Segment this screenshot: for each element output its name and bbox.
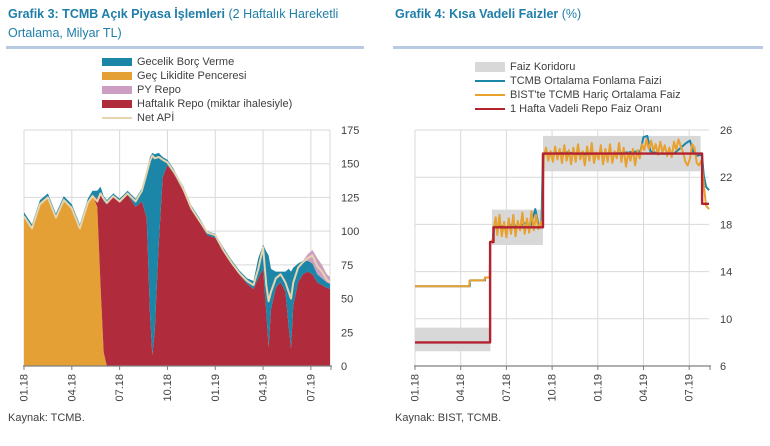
legend-item-py-repo: PY Repo xyxy=(102,84,292,96)
right-source-note: Kaynak: BIST, TCMB. xyxy=(395,412,502,424)
left-stacked-area-chart: 01.18 04.18 07.18 10.18 01.19 04.19 07.19 0 25 50… xyxy=(19,125,360,402)
left-title-divider xyxy=(6,46,364,49)
legend-item-faiz-koridoru: Faiz Koridoru xyxy=(475,61,681,73)
legend-label: PY Repo xyxy=(137,84,181,96)
svg-text:22: 22 xyxy=(720,172,732,184)
svg-text:175: 175 xyxy=(341,125,359,137)
legend-item-haftalik-repo: Haftalık Repo (miktar ihalesiyle) xyxy=(102,98,292,110)
legend-label: BIST'te TCMB Hariç Ortalama Faiz xyxy=(510,89,681,101)
right-title-divider xyxy=(393,46,763,49)
right-title-bold: Grafik 4: Kısa Vadeli Faizler xyxy=(395,7,559,21)
svg-text:01.18: 01.18 xyxy=(410,374,422,402)
legend-swatch-pink xyxy=(102,86,132,94)
svg-text:0: 0 xyxy=(341,361,347,373)
svg-text:150: 150 xyxy=(341,159,359,171)
svg-text:6: 6 xyxy=(720,361,726,373)
svg-text:75: 75 xyxy=(341,260,353,272)
svg-text:07.18: 07.18 xyxy=(501,374,513,402)
left-title-bold: Grafik 3: TCMB Açık Piyasa İşlemleri xyxy=(8,7,225,21)
svg-text:04.18: 04.18 xyxy=(455,374,467,402)
right-line-chart: 01.18 04.18 07.18 10.18 01.19 04.19 07.19 6 10 14… xyxy=(410,125,733,402)
left-chart-title: Grafik 3: TCMB Açık Piyasa İşlemleri (2 … xyxy=(8,5,376,44)
svg-text:01.19: 01.19 xyxy=(210,374,222,402)
legend-swatch-teal-line xyxy=(475,79,505,83)
svg-text:50: 50 xyxy=(341,294,353,306)
legend-label: Gecelik Borç Verme xyxy=(137,56,235,68)
svg-text:04.18: 04.18 xyxy=(66,374,78,402)
right-chart-panel: Grafik 4: Kısa Vadeli Faizler (%) Faiz K… xyxy=(393,0,767,446)
svg-text:100: 100 xyxy=(341,226,359,238)
svg-text:26: 26 xyxy=(720,125,732,137)
legend-item-net-api: Net APİ xyxy=(102,112,292,124)
legend-swatch-tan-line xyxy=(102,116,132,120)
svg-text:07.18: 07.18 xyxy=(114,374,126,402)
legend-label: TCMB Ortalama Fonlama Faizi xyxy=(510,75,662,87)
svg-text:07.19: 07.19 xyxy=(684,374,696,402)
legend-swatch-teal xyxy=(102,58,132,66)
legend-item-bist-haric: BIST'te TCMB Hariç Ortalama Faiz xyxy=(475,89,681,101)
svg-text:10.18: 10.18 xyxy=(547,374,559,402)
legend-item-1-hafta-repo: 1 Hafta Vadeli Repo Faiz Oranı xyxy=(475,103,681,115)
legend-label: Faiz Koridoru xyxy=(510,61,576,73)
legend-swatch-orange xyxy=(102,72,132,80)
legend-item-gec-likidite: Geç Likidite Penceresi xyxy=(102,70,292,82)
svg-text:07.19: 07.19 xyxy=(305,374,317,402)
svg-text:14: 14 xyxy=(720,267,732,279)
left-legend: Gecelik Borç Verme Geç Likidite Penceres… xyxy=(102,56,292,124)
legend-label: Net APİ xyxy=(137,112,175,124)
svg-text:25: 25 xyxy=(341,327,353,339)
legend-swatch-gray-band xyxy=(475,62,505,72)
legend-swatch-darkred xyxy=(102,100,132,108)
left-source-note: Kaynak: TCMB. xyxy=(8,412,85,424)
svg-text:04.19: 04.19 xyxy=(638,374,650,402)
svg-text:125: 125 xyxy=(341,192,359,204)
svg-text:18: 18 xyxy=(720,219,732,231)
legend-item-tcmb-ortalama: TCMB Ortalama Fonlama Faizi xyxy=(475,75,681,87)
left-title-subtitle-line2: Ortalama, Milyar TL) xyxy=(8,26,122,41)
right-chart-title: Grafik 4: Kısa Vadeli Faizler (%) xyxy=(395,5,763,24)
right-legend: Faiz Koridoru TCMB Ortalama Fonlama Faiz… xyxy=(475,61,681,115)
svg-text:01.18: 01.18 xyxy=(19,374,31,402)
left-title-subtitle-line1: (2 Haftalık Hareketli xyxy=(228,7,339,21)
left-chart-panel: Grafik 3: TCMB Açık Piyasa İşlemleri (2 … xyxy=(6,0,383,446)
legend-label: Haftalık Repo (miktar ihalesiyle) xyxy=(137,98,293,110)
svg-text:04.19: 04.19 xyxy=(258,374,270,402)
svg-text:01.19: 01.19 xyxy=(592,374,604,402)
legend-item-gecelik-borc-verme: Gecelik Borç Verme xyxy=(102,56,292,68)
right-title-subtitle: (%) xyxy=(561,7,582,21)
legend-label: Geç Likidite Penceresi xyxy=(137,70,247,82)
legend-swatch-orange-line xyxy=(475,93,505,97)
legend-swatch-red-line xyxy=(475,107,505,111)
svg-text:10: 10 xyxy=(720,314,732,326)
svg-text:10.18: 10.18 xyxy=(162,374,174,402)
legend-label: 1 Hafta Vadeli Repo Faiz Oranı xyxy=(510,103,663,115)
